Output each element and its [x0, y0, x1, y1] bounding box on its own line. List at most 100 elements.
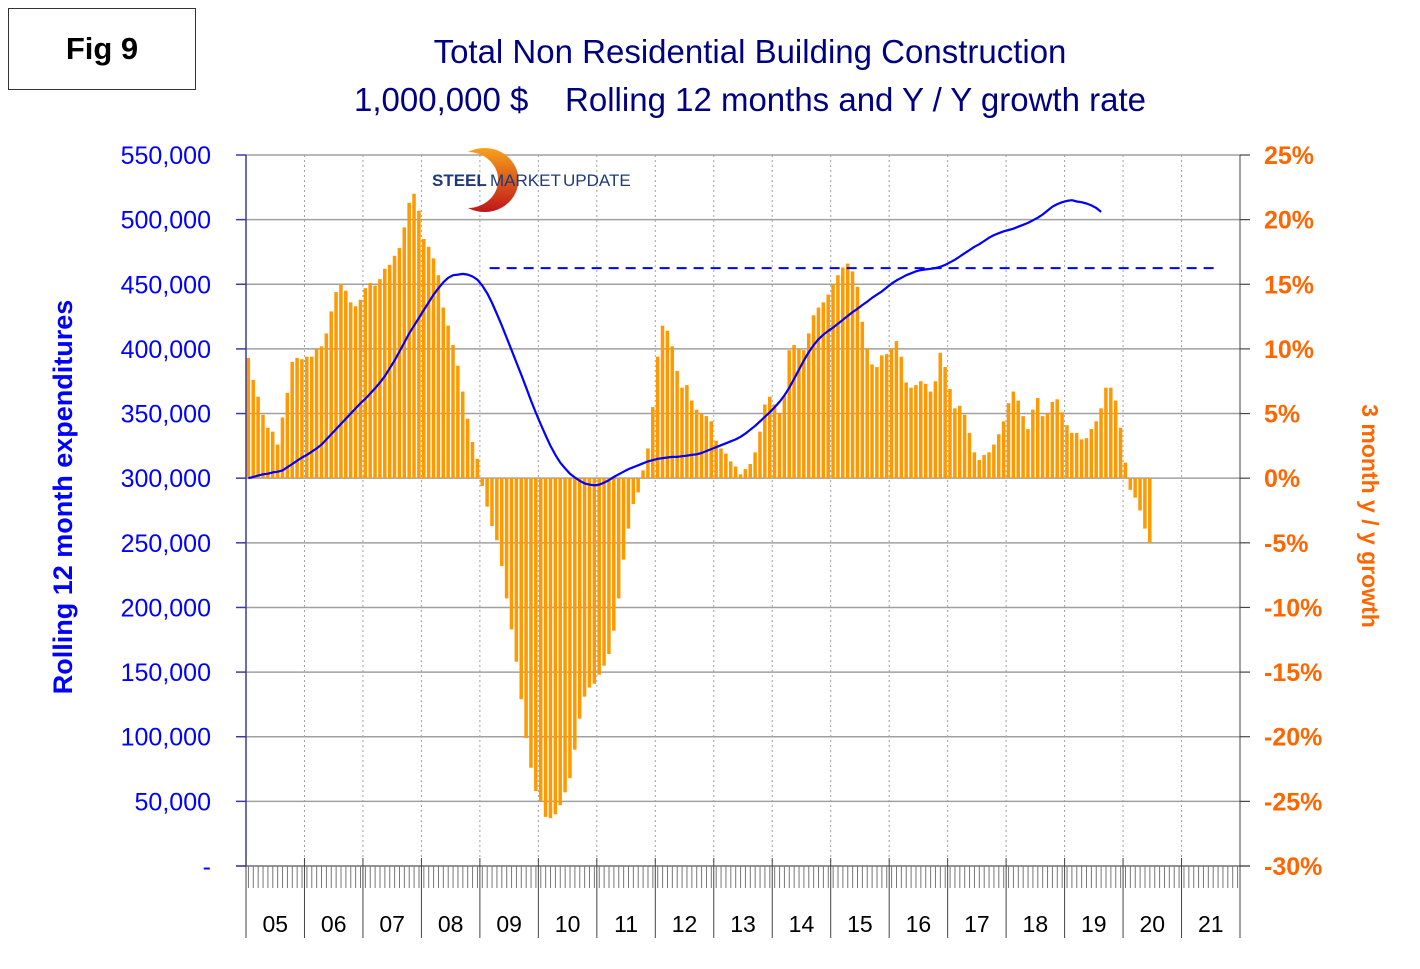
growth-bar — [602, 478, 606, 666]
growth-bar — [383, 268, 387, 479]
growth-bar — [319, 346, 324, 479]
x-axis-year-label: 07 — [379, 911, 405, 937]
growth-bar — [246, 357, 251, 479]
growth-bar — [612, 478, 616, 631]
growth-bar — [821, 302, 826, 479]
growth-bar — [831, 284, 835, 479]
logo-text-market: MARKET — [490, 171, 561, 190]
right-axis-title: 3 month y / y growth — [1357, 404, 1383, 628]
growth-bar — [436, 275, 441, 479]
growth-bar — [690, 400, 694, 479]
growth-bar — [475, 458, 480, 479]
growth-bar — [660, 325, 665, 479]
growth-bar — [772, 404, 777, 479]
growth-bar — [738, 474, 743, 479]
right-axis-tick-label: 20% — [1264, 207, 1314, 235]
growth-bar — [733, 466, 738, 479]
growth-bar — [953, 408, 957, 479]
left-axis-tick-label: 400,000 — [121, 336, 211, 364]
growth-bar — [417, 210, 421, 479]
growth-bar — [446, 325, 450, 479]
growth-bar — [699, 413, 704, 479]
growth-bar — [441, 307, 446, 479]
figure-label-box: Fig 9 — [8, 8, 196, 90]
x-axis-year-label: 05 — [262, 911, 288, 937]
growth-bar — [568, 478, 572, 779]
figure-label: Fig 9 — [65, 31, 139, 66]
growth-bar — [1006, 403, 1011, 479]
growth-bar — [1133, 478, 1137, 498]
growth-bar — [363, 288, 368, 479]
x-axis-year-label: 19 — [1081, 911, 1107, 937]
growth-bar — [816, 307, 821, 479]
axis-labels: - 50,000 100,000 150,000 200,000 250,000 300,0… — [48, 142, 1383, 937]
left-axis-tick-label: 450,000 — [121, 271, 211, 299]
growth-bar — [836, 275, 840, 479]
growth-bar — [767, 396, 772, 479]
growth-bar — [987, 452, 991, 479]
growth-bar — [923, 383, 928, 479]
growth-bar — [850, 271, 855, 479]
growth-bar — [422, 239, 426, 479]
growth-bar — [290, 361, 294, 479]
x-axis-year-label: 21 — [1198, 911, 1224, 937]
growth-bar — [1021, 416, 1025, 479]
right-axis-tick-label: 10% — [1264, 336, 1314, 364]
growth-bar — [358, 299, 363, 479]
growth-bar — [870, 364, 874, 479]
growth-bar — [524, 478, 528, 739]
growth-bar — [587, 478, 592, 688]
growth-bar — [875, 367, 879, 479]
expenditure-lines — [248, 199, 1221, 487]
growth-bar — [456, 365, 460, 479]
growth-bar — [651, 407, 655, 479]
left-axis-tick-label: 500,000 — [121, 207, 211, 235]
right-axis-tick-label: 0% — [1264, 465, 1300, 493]
growth-bar — [919, 381, 923, 479]
growth-bar — [675, 370, 679, 479]
right-axis-tick-label: -5% — [1264, 530, 1308, 558]
growth-bar — [719, 448, 723, 479]
growth-bar — [285, 392, 290, 479]
right-axis-tick-label: 15% — [1264, 271, 1314, 299]
growth-bar — [538, 478, 543, 802]
growth-bar — [904, 382, 908, 479]
growth-bar — [655, 356, 660, 479]
x-axis-year-label: 06 — [321, 911, 347, 937]
growth-bar — [426, 246, 431, 479]
logo-swoosh-icon — [468, 148, 519, 212]
growth-bar — [694, 409, 699, 479]
growth-bar — [787, 350, 791, 479]
growth-bar — [485, 478, 489, 507]
growth-bar — [499, 478, 504, 567]
growth-bar — [353, 306, 358, 479]
x-axis-year-label: 16 — [906, 911, 932, 937]
growth-bar — [1055, 399, 1059, 479]
growth-bar — [1138, 478, 1142, 511]
right-axis-tick-label: 25% — [1264, 142, 1314, 170]
growth-bar — [743, 469, 748, 479]
growth-bar — [490, 478, 494, 527]
growth-bar — [714, 440, 718, 479]
growth-bar — [670, 346, 675, 479]
growth-bar — [295, 357, 299, 479]
growth-bar — [1001, 421, 1006, 479]
growth-bar — [412, 193, 416, 479]
growth-bar — [251, 379, 255, 479]
growth-bar — [763, 404, 767, 479]
growth-bar — [592, 478, 597, 684]
growth-bar — [972, 452, 977, 479]
growth-bar — [977, 460, 981, 479]
growth-bar — [880, 355, 884, 479]
growth-bar — [543, 478, 548, 817]
growth-bar — [1074, 432, 1079, 479]
growth-bar — [300, 359, 304, 479]
growth-bars — [246, 193, 1152, 819]
x-axis-year-label: 15 — [847, 911, 873, 937]
growth-bar — [573, 478, 577, 750]
growth-bar — [982, 454, 986, 479]
growth-bar — [957, 405, 962, 479]
growth-bar — [1070, 432, 1074, 479]
growth-bar — [577, 478, 582, 719]
growth-bar — [1143, 478, 1147, 529]
